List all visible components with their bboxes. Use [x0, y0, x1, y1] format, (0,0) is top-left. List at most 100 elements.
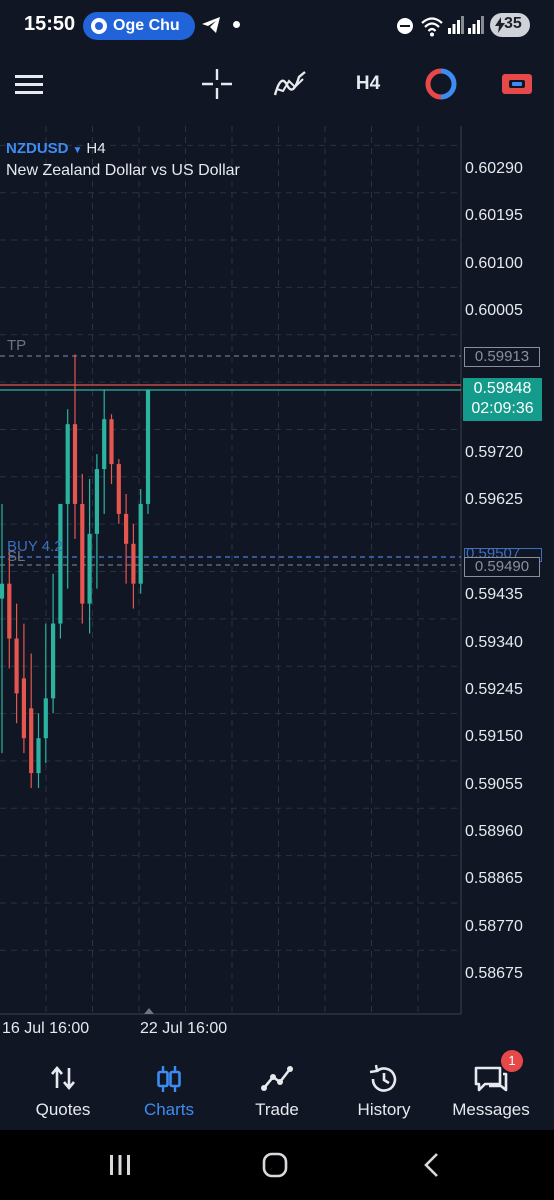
indicators-button[interactable]: [272, 66, 308, 102]
price-tick-label: 0.59055: [465, 775, 523, 793]
tp-price-box: 0.59913: [464, 347, 540, 367]
time-marker-icon: [144, 1008, 154, 1014]
battery-icon: 35: [490, 13, 530, 37]
symbol-dropdown-icon[interactable]: ▼: [72, 145, 83, 156]
candle-body: [138, 503, 143, 584]
nav-label: History: [357, 1100, 411, 1119]
signal-icon: [468, 16, 484, 34]
crosshair-button[interactable]: [200, 66, 234, 102]
price-tick-label: 0.58770: [465, 917, 523, 935]
back-icon: [424, 1153, 438, 1177]
objects-icon: [425, 68, 457, 100]
price-tick-label: 0.60100: [465, 254, 523, 272]
recents-button[interactable]: [104, 1148, 136, 1182]
bottom-navigation: Quotes Charts Trade History Messages: [0, 1058, 554, 1130]
trade-button[interactable]: [498, 66, 536, 102]
candle-body: [116, 464, 121, 514]
chart-area[interactable]: NZDUSD ▼ H4 New Zealand Dollar vs US Dolla…: [0, 118, 554, 1058]
candle-body: [72, 424, 78, 504]
current-price-box: 0.59848 02:09:36: [463, 378, 542, 421]
chip-text: Oge Chu: [113, 17, 180, 34]
nav-label: Quotes: [35, 1100, 91, 1119]
price-tick-label: 0.58960: [465, 822, 523, 840]
price-tick-label: 0.58675: [465, 964, 523, 982]
trade-icon: [502, 74, 532, 94]
candle-body: [51, 623, 56, 699]
candle-body: [102, 419, 107, 470]
candle-body: [14, 638, 19, 694]
time-tick-label: 16 Jul 16:00: [2, 1020, 90, 1037]
nav-label: Trade: [255, 1100, 299, 1119]
status-time: 15:50: [24, 13, 76, 35]
trade-line-icon: [261, 1066, 293, 1091]
sl-label[interactable]: SL: [7, 548, 26, 565]
symbol-timeframe: H4: [86, 140, 106, 157]
battery-level: 35: [504, 15, 522, 32]
dnd-icon: [397, 18, 413, 34]
candle-body: [80, 503, 85, 604]
objects-button[interactable]: [424, 66, 458, 102]
system-navigation: [0, 1130, 554, 1200]
candles-group: [0, 354, 151, 789]
candle-body: [65, 424, 70, 504]
price-chart[interactable]: [0, 118, 554, 1058]
notification-chip[interactable]: Oge Chu: [83, 12, 195, 40]
candle-body: [94, 469, 99, 534]
menu-icon: [15, 75, 43, 94]
wifi-icon: [421, 17, 443, 37]
nav-charts[interactable]: Charts: [114, 1058, 224, 1130]
candle-body: [43, 698, 48, 739]
charts-candles-icon: [157, 1066, 181, 1092]
candle-body: [7, 583, 12, 639]
chip-record-icon: [91, 18, 107, 34]
nav-trade[interactable]: Trade: [222, 1058, 332, 1130]
price-tick-label: 0.59340: [465, 633, 523, 651]
home-icon: [262, 1152, 288, 1178]
telegram-send-icon: [202, 17, 220, 33]
nav-quotes[interactable]: Quotes: [8, 1058, 118, 1130]
timeframe-button[interactable]: H4: [355, 73, 381, 94]
dot-icon: [233, 21, 240, 28]
price-tick-label: 0.59245: [465, 680, 523, 698]
candle-body: [0, 583, 5, 599]
chart-grid: [0, 126, 461, 1014]
signal-icon: [448, 16, 464, 34]
crosshair-icon: [202, 69, 232, 99]
buy-position-label[interactable]: BUY 4.2: [7, 538, 63, 555]
menu-button[interactable]: [14, 66, 44, 102]
price-tick-label: 0.59435: [465, 586, 523, 604]
candle-body: [29, 708, 34, 774]
indicators-icon: [273, 71, 306, 96]
tp-label[interactable]: TP: [7, 337, 27, 354]
price-tick-label: 0.58865: [465, 870, 523, 888]
candle-body: [131, 543, 136, 584]
status-bar: 15:50 Oge Chu 35: [0, 0, 554, 52]
candle-body: [58, 503, 63, 624]
price-tick-label: 0.60290: [465, 160, 523, 177]
bar-countdown: 02:09:36: [471, 400, 534, 417]
sl-price-box: 0.59490: [464, 557, 540, 577]
price-tick-label: 0.59150: [465, 728, 523, 746]
messages-badge: 1: [501, 1050, 523, 1072]
candle-body: [145, 390, 151, 504]
back-button[interactable]: [416, 1148, 446, 1182]
nav-messages[interactable]: Messages: [436, 1058, 546, 1130]
recents-icon: [110, 1155, 130, 1175]
price-tick-label: 0.60005: [465, 302, 523, 320]
messages-chat-icon: [474, 1066, 508, 1092]
history-clock-icon: [369, 1064, 397, 1092]
candle-body: [109, 419, 114, 465]
home-button[interactable]: [257, 1148, 293, 1182]
price-tick-label: 0.59625: [465, 491, 523, 509]
nav-history[interactable]: History: [329, 1058, 439, 1130]
candle-body: [87, 533, 92, 604]
symbol-description: New Zealand Dollar vs US Dollar: [6, 162, 240, 179]
candle-body: [36, 738, 41, 774]
current-price: 0.59848: [473, 380, 532, 397]
price-tick-label: 0.59720: [465, 444, 523, 462]
chart-toolbar: H4: [0, 52, 554, 118]
symbol-name[interactable]: NZDUSD: [6, 140, 69, 157]
time-tick-label: 22 Jul 16:00: [140, 1020, 228, 1037]
nav-label: Messages: [452, 1100, 530, 1119]
symbol-header[interactable]: NZDUSD ▼ H4: [6, 140, 106, 157]
